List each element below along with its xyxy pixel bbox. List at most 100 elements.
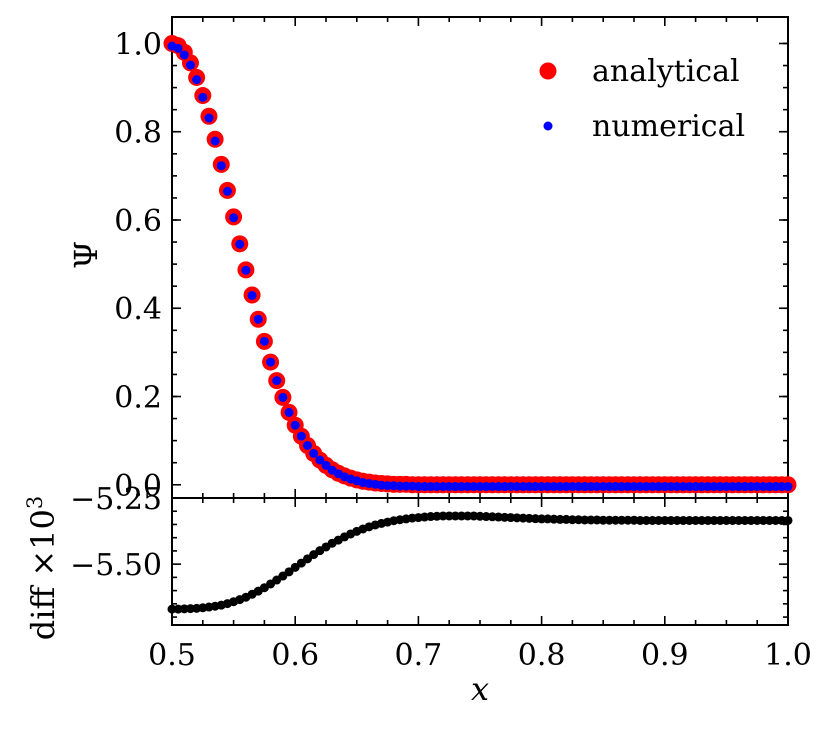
numerical-point <box>647 482 657 492</box>
legend: analytical numerical <box>539 54 745 144</box>
numerical-point <box>752 482 762 492</box>
numerical-point <box>561 482 571 492</box>
legend-numerical-marker <box>543 121 553 131</box>
numerical-point <box>413 482 423 492</box>
residual-point <box>586 515 596 525</box>
residual-point <box>771 515 781 525</box>
numerical-point <box>697 482 707 492</box>
numerical-point <box>487 482 497 492</box>
residual-point <box>611 515 621 525</box>
residual-y-tick-label: −5.25 <box>70 482 162 517</box>
numerical-point <box>543 482 553 492</box>
residual-point <box>697 515 707 525</box>
residual-ticks: −5.25 −5.50 0.5 0.6 0.7 0.8 0.9 1.0 <box>70 482 812 673</box>
numerical-point <box>401 481 411 491</box>
numerical-point <box>666 482 676 492</box>
numerical-point <box>383 481 393 491</box>
numerical-point <box>493 482 503 492</box>
residual-point <box>777 515 787 525</box>
residual-point <box>758 515 768 525</box>
numerical-point <box>734 482 744 492</box>
numerical-point <box>567 482 577 492</box>
numerical-point <box>771 482 781 492</box>
numerical-point <box>229 213 239 223</box>
numerical-point <box>315 455 325 465</box>
residual-point <box>444 511 454 521</box>
residual-y-axis-label-exponent: 3 <box>23 496 47 509</box>
numerical-point <box>450 482 460 492</box>
residual-point <box>721 515 731 525</box>
numerical-point <box>518 482 528 492</box>
residual-point <box>617 515 627 525</box>
numerical-point <box>481 482 491 492</box>
x-tick-label: 0.7 <box>395 638 443 673</box>
numerical-point <box>721 482 731 492</box>
numerical-point <box>500 482 510 492</box>
residual-point <box>740 515 750 525</box>
numerical-point <box>604 482 614 492</box>
numerical-point <box>278 392 288 402</box>
numerical-point <box>635 482 645 492</box>
numerical-point <box>555 482 565 492</box>
residual-point <box>728 515 738 525</box>
residual-point <box>537 514 547 524</box>
numerical-point <box>598 482 608 492</box>
x-tick-label: 0.6 <box>271 638 319 673</box>
numerical-point <box>222 186 232 196</box>
residual-points <box>167 511 793 614</box>
residual-point <box>678 515 688 525</box>
residual-point <box>623 515 633 525</box>
legend-analytical-label: analytical <box>592 54 740 89</box>
residual-point <box>635 515 645 525</box>
numerical-point <box>309 448 319 458</box>
numerical-point <box>611 482 621 492</box>
numerical-point <box>512 482 522 492</box>
numerical-point <box>530 482 540 492</box>
main-y-tick-label: 1.0 <box>114 27 162 62</box>
residual-y-axis-label: diff ×103 <box>23 496 62 641</box>
numerical-point <box>740 482 750 492</box>
numerical-point <box>580 482 590 492</box>
residual-point <box>703 515 713 525</box>
numerical-point <box>444 482 454 492</box>
numerical-point <box>216 161 226 171</box>
numerical-point <box>684 482 694 492</box>
numerical-point <box>660 482 670 492</box>
numerical-point <box>715 482 725 492</box>
numerical-point <box>617 482 627 492</box>
x-tick-label: 1.0 <box>764 638 812 673</box>
numerical-point <box>549 482 559 492</box>
residual-point <box>746 515 756 525</box>
numerical-point <box>290 420 300 430</box>
residual-point <box>463 511 473 521</box>
main-panel-frame <box>171 16 789 499</box>
residual-point <box>641 515 651 525</box>
x-tick-label: 0.5 <box>148 638 196 673</box>
residual-point <box>438 511 448 521</box>
numerical-point <box>198 92 208 102</box>
numerical-point <box>777 482 787 492</box>
residual-point <box>660 515 670 525</box>
numerical-point <box>426 482 436 492</box>
numerical-point <box>179 50 189 60</box>
numerical-point <box>321 460 331 470</box>
numerical-point <box>457 482 467 492</box>
numerical-point <box>420 482 430 492</box>
numerical-point <box>783 482 793 492</box>
numerical-point <box>691 482 701 492</box>
numerical-point <box>537 482 547 492</box>
main-panel: 0.0 0.2 0.4 0.6 0.8 1.0 Ψ analytical numerica… <box>67 16 797 504</box>
numerical-point <box>586 482 596 492</box>
numerical-point <box>623 482 633 492</box>
numerical-point <box>475 482 485 492</box>
numerical-point <box>192 75 202 85</box>
residual-point <box>684 515 694 525</box>
numerical-point <box>746 482 756 492</box>
numerical-point <box>259 336 269 346</box>
main-ticks: 0.0 0.2 0.4 0.6 0.8 1.0 <box>114 17 789 504</box>
main-y-axis-label: Ψ <box>67 241 105 269</box>
numerical-point <box>210 136 220 146</box>
residual-point <box>715 515 725 525</box>
main-y-tick-label: 0.2 <box>114 381 162 416</box>
numerical-point <box>463 482 473 492</box>
